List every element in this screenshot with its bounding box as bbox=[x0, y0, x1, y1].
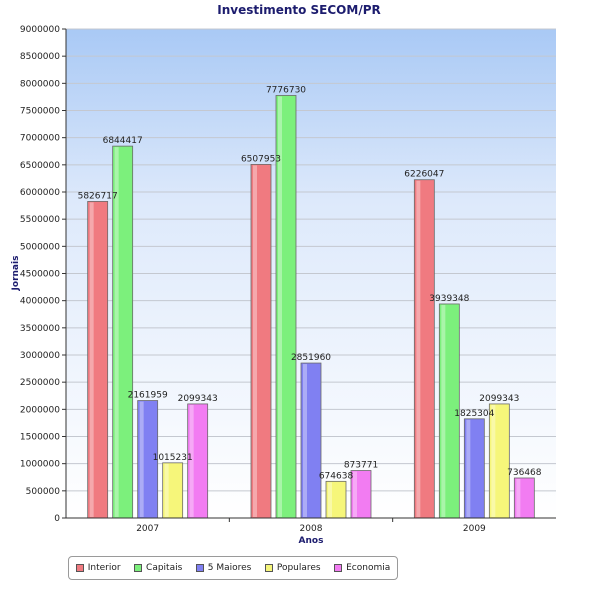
bar-highlight bbox=[466, 419, 471, 517]
legend-item: Capitais bbox=[134, 563, 182, 573]
y-tick-label: 5500000 bbox=[20, 215, 60, 225]
data-labels: 5826717 6844417 2161959 1015231 2099343 65079… bbox=[78, 85, 542, 481]
legend-swatch bbox=[334, 564, 343, 572]
y-tick-label: 1000000 bbox=[20, 460, 60, 470]
y-tick-label: 1500000 bbox=[20, 433, 60, 443]
y-tick-label: 2500000 bbox=[20, 378, 60, 388]
x-tick-label: 2009 bbox=[463, 524, 486, 534]
data-label: 3939348 bbox=[429, 294, 469, 304]
bar-highlight bbox=[278, 96, 282, 517]
y-axis: 0 500000 1000000 1500000 2000000 2500000 30000… bbox=[20, 25, 67, 524]
data-label: 2099343 bbox=[479, 394, 519, 404]
legend-item: Populares bbox=[264, 563, 321, 573]
y-tick-label: 3000000 bbox=[20, 351, 60, 361]
y-tick-label: 8000000 bbox=[20, 79, 60, 89]
data-label: 873771 bbox=[344, 461, 378, 471]
y-axis-title: Jornais bbox=[11, 256, 21, 292]
x-axis: 2007 2008 2009 bbox=[66, 517, 556, 534]
legend-item: 5 Maiores bbox=[195, 563, 252, 573]
bar-highlight bbox=[89, 202, 94, 517]
data-label: 674638 bbox=[319, 471, 354, 481]
legend-swatch bbox=[75, 564, 84, 572]
bar-highlight bbox=[189, 404, 194, 517]
bar-highlight bbox=[353, 471, 357, 517]
y-tick-label: 500000 bbox=[26, 487, 61, 497]
legend-label: Populares bbox=[276, 563, 321, 573]
legend-swatch bbox=[264, 564, 273, 572]
bar-highlight bbox=[139, 401, 144, 517]
legend-item: Economia bbox=[334, 563, 390, 573]
bar-highlight bbox=[441, 304, 446, 517]
bars bbox=[87, 95, 535, 519]
legend-label: 5 Maiores bbox=[207, 563, 252, 573]
y-tick-label: 3500000 bbox=[20, 324, 60, 334]
data-label: 1015231 bbox=[153, 453, 193, 463]
legend: Interior Capitais 5 Maiores Populares Econom… bbox=[68, 556, 398, 580]
bar-highlight bbox=[416, 180, 421, 517]
data-label: 5826717 bbox=[78, 191, 118, 201]
y-tick-label: 9000000 bbox=[20, 25, 60, 35]
bar-highlight bbox=[164, 463, 169, 517]
bar-highlight bbox=[328, 482, 332, 517]
bar-highlight bbox=[253, 165, 257, 517]
x-axis-title: Anos bbox=[299, 536, 324, 546]
data-label: 7776730 bbox=[266, 85, 306, 95]
y-tick-label: 6000000 bbox=[20, 188, 60, 198]
data-label: 2099343 bbox=[178, 394, 218, 404]
legend-label: Interior bbox=[87, 563, 121, 573]
y-tick-label: 4000000 bbox=[20, 297, 60, 307]
y-tick-label: 0 bbox=[54, 514, 60, 524]
data-label: 2851960 bbox=[291, 353, 331, 363]
bar-highlight bbox=[491, 404, 496, 517]
legend-label: Capitais bbox=[146, 563, 183, 573]
bar-highlight bbox=[303, 364, 307, 517]
x-tick-label: 2008 bbox=[300, 524, 323, 534]
bar-highlight bbox=[114, 147, 119, 518]
y-tick-label: 7500000 bbox=[20, 107, 60, 117]
data-label: 6844417 bbox=[103, 136, 143, 146]
data-label: 6507953 bbox=[241, 154, 281, 164]
legend-swatch bbox=[134, 564, 143, 572]
chart-title: Investimento SECOM/PR bbox=[217, 3, 381, 17]
legend-swatch bbox=[195, 564, 204, 572]
y-tick-label: 4500000 bbox=[20, 270, 60, 280]
x-tick-label: 2007 bbox=[136, 524, 159, 534]
data-label: 2161959 bbox=[128, 391, 168, 401]
y-tick-label: 6500000 bbox=[20, 161, 60, 171]
y-tick-label: 5000000 bbox=[20, 242, 60, 252]
data-label: 6226047 bbox=[404, 170, 444, 180]
y-tick-label: 8500000 bbox=[20, 52, 60, 62]
data-label: 736468 bbox=[507, 468, 542, 478]
data-label: 1825304 bbox=[454, 409, 494, 419]
bar-highlight bbox=[516, 478, 521, 517]
legend-item: Interior bbox=[75, 563, 121, 573]
y-tick-label: 2000000 bbox=[20, 405, 60, 415]
y-tick-label: 7000000 bbox=[20, 134, 60, 144]
legend-label: Economia bbox=[346, 563, 391, 573]
